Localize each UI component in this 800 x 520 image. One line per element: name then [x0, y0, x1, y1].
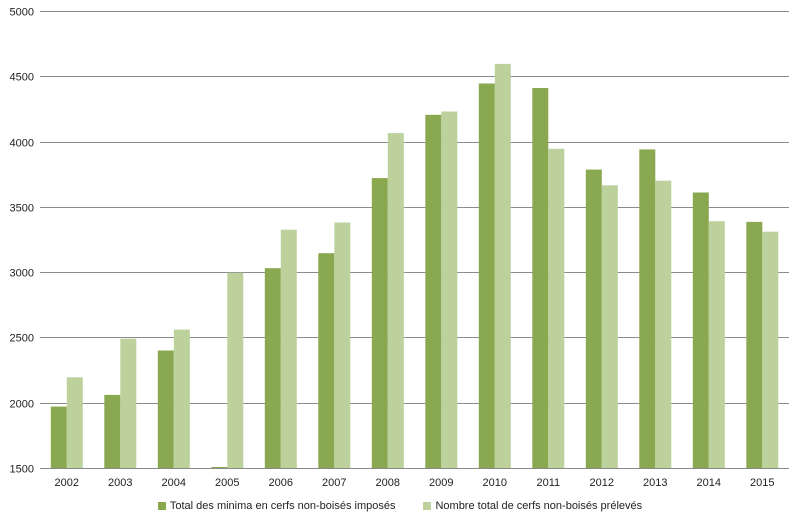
x-tick-label: 2005 [215, 477, 239, 489]
bar-harvested-2010 [494, 63, 511, 469]
legend-swatch-harvested [423, 502, 432, 510]
bar-harvested-2013 [655, 180, 672, 468]
bar-harvested-2006 [280, 229, 297, 468]
bar-harvested-2011 [548, 148, 565, 469]
bar-imposed-2015 [746, 221, 763, 468]
y-tick-label: 5000 [10, 7, 34, 19]
bar-harvested-2003 [120, 338, 137, 468]
x-tick-label: 2014 [697, 477, 721, 489]
bar-imposed-2013 [639, 149, 656, 468]
bar-imposed-2002 [50, 406, 67, 468]
x-tick-label: 2007 [322, 477, 346, 489]
bar-imposed-2007 [318, 253, 335, 468]
bar-harvested-2009 [441, 111, 458, 468]
bar-imposed-2012 [585, 169, 602, 468]
x-tick-label: 2010 [483, 477, 507, 489]
y-tick-label: 4000 [10, 138, 34, 150]
bar-imposed-2003 [104, 394, 121, 468]
y-tick-label: 2500 [10, 333, 34, 345]
x-tick-label: 2008 [376, 477, 400, 489]
bar-harvested-2014 [708, 221, 725, 468]
bar-harvested-2012 [601, 185, 618, 469]
x-tick-label: 2012 [590, 477, 614, 489]
bar-imposed-2014 [692, 192, 709, 468]
x-tick-label: 2002 [55, 477, 79, 489]
y-tick-label: 4500 [10, 72, 34, 84]
legend-label-harvested: Nombre total de cerfs non-boisés prélevé… [435, 500, 643, 512]
y-tick-label: 1500 [10, 464, 34, 476]
x-tick-label: 2006 [269, 477, 293, 489]
bar-imposed-2011 [532, 88, 549, 468]
bar-imposed-2006 [264, 268, 281, 468]
x-axis-ticks: 2002 2003 2004 2005 2006 2007 2008 2009 2010 2011… [55, 477, 775, 489]
x-tick-label: 2009 [429, 477, 453, 489]
bar-harvested-2008 [387, 133, 404, 468]
bar-imposed-2010 [478, 83, 495, 468]
bar-harvested-2007 [334, 222, 351, 468]
bar-harvested-2005 [227, 272, 244, 468]
legend-item-imposed: Total des minima en cerfs non-boisés imp… [157, 497, 396, 515]
bar-imposed-2009 [425, 114, 442, 469]
bars [50, 63, 779, 469]
gridlines [40, 11, 789, 404]
bar-imposed-2008 [371, 178, 388, 468]
y-tick-label: 2000 [10, 399, 34, 411]
y-axis-ticks: 1500 2000 2500 3000 3500 4000 4500 5000 [10, 7, 34, 476]
bar-harvested-2015 [762, 231, 779, 468]
bar-harvested-2004 [173, 329, 190, 468]
legend-label-imposed: Total des minima en cerfs non-boisés imp… [169, 500, 396, 512]
bar-harvested-2002 [66, 377, 83, 468]
bar-imposed-2004 [157, 350, 174, 468]
x-tick-label: 2015 [750, 477, 774, 489]
legend-item-harvested: Nombre total de cerfs non-boisés prélevé… [423, 497, 642, 515]
bar-imposed-2005 [211, 467, 228, 468]
y-tick-label: 3500 [10, 203, 34, 215]
x-tick-label: 2011 [536, 477, 560, 489]
x-tick-label: 2003 [108, 477, 132, 489]
legend: Total des minima en cerfs non-boisés imp… [0, 497, 800, 515]
legend-swatch-imposed [157, 502, 166, 510]
x-tick-label: 2013 [643, 477, 667, 489]
x-tick-label: 2004 [162, 477, 186, 489]
y-tick-label: 3000 [10, 268, 34, 280]
